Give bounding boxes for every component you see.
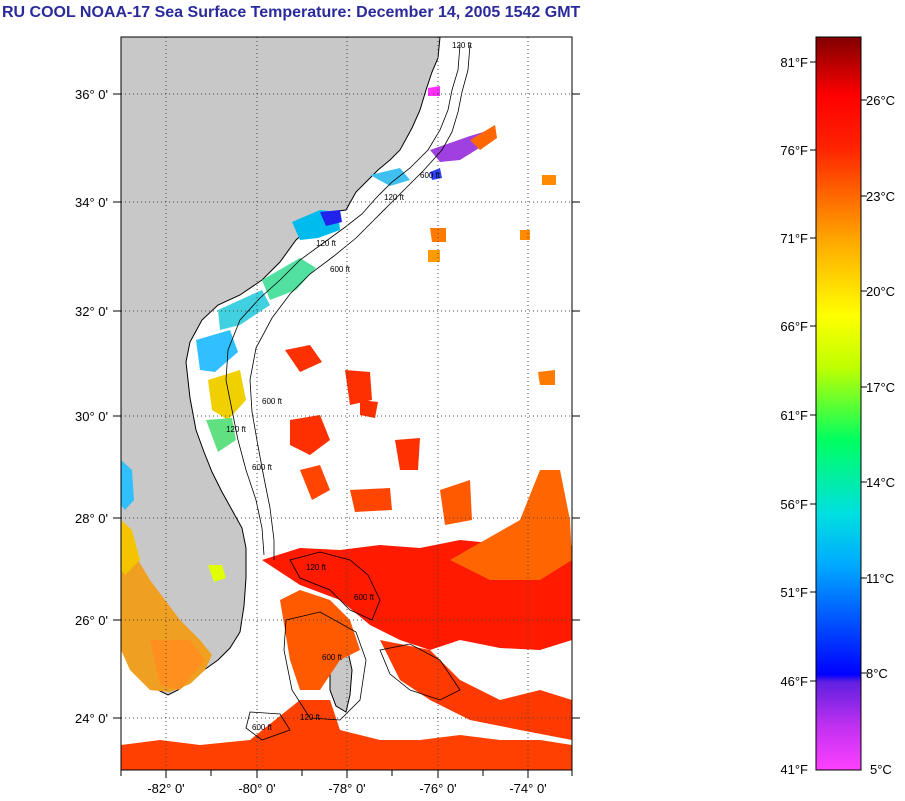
colorbar-celsius-labels: 26°C 23°C 20°C 17°C 14°C 11°C 8°C 5°C bbox=[866, 93, 895, 777]
colorbar-c-label: 26°C bbox=[866, 93, 895, 108]
lat-tick-label: 30° 0' bbox=[75, 409, 108, 424]
colorbar-f-label: 81°F bbox=[780, 55, 808, 70]
contour-label: 600 ft bbox=[354, 593, 375, 602]
lat-tick-labels: 36° 0' 34° 0' 32° 0' 30° 0' 28° 0' 26° 0… bbox=[75, 87, 108, 726]
contour-label: 600 ft bbox=[252, 723, 273, 732]
colorbar-f-label: 76°F bbox=[780, 143, 808, 158]
colorbar-f-label: 71°F bbox=[780, 231, 808, 246]
contour-label: 600 ft bbox=[262, 397, 283, 406]
colorbar-f-label: 56°F bbox=[780, 497, 808, 512]
contour-label: 600 ft bbox=[420, 171, 441, 180]
lat-tick-label: 28° 0' bbox=[75, 511, 108, 526]
lon-tick-label: -80° 0' bbox=[238, 781, 275, 796]
lat-tick-label: 36° 0' bbox=[75, 87, 108, 102]
contour-label: 600 ft bbox=[330, 265, 351, 274]
colorbar-c-label: 17°C bbox=[866, 380, 895, 395]
lon-tick-label: -76° 0' bbox=[419, 781, 456, 796]
colorbar-c-label: 20°C bbox=[866, 284, 895, 299]
colorbar-c-label: 5°C bbox=[870, 762, 892, 777]
lon-tick-label: -82° 0' bbox=[147, 781, 184, 796]
colorbar-c-label: 11°C bbox=[866, 571, 894, 586]
contour-label: 120 ft bbox=[300, 713, 321, 722]
colorbar-f-label: 41°F bbox=[780, 762, 808, 777]
lat-tick-label: 34° 0' bbox=[75, 195, 108, 210]
bathymetry-contours bbox=[225, 44, 471, 741]
colorbar-c-label: 8°C bbox=[866, 666, 888, 681]
contour-label: 120 ft bbox=[384, 193, 405, 202]
colorbar-f-label: 51°F bbox=[780, 585, 808, 600]
contour-label: 120 ft bbox=[452, 41, 473, 50]
colorbar: 81°F 76°F 71°F 66°F 61°F 56°F 51°F 46°F … bbox=[780, 36, 895, 777]
contour-label: 120 ft bbox=[306, 563, 327, 572]
contour-label: 600 ft bbox=[322, 653, 343, 662]
lat-tick-label: 26° 0' bbox=[75, 613, 108, 628]
colorbar-f-label: 61°F bbox=[780, 408, 808, 423]
lon-tick-labels: -82° 0' -80° 0' -78° 0' -76° 0' -74° 0' bbox=[147, 781, 546, 796]
colorbar-c-label: 14°C bbox=[866, 475, 895, 490]
page-title: RU COOL NOAA-17 Sea Surface Temperature:… bbox=[2, 4, 581, 21]
frame-ticks bbox=[113, 93, 580, 778]
colorbar-f-label: 66°F bbox=[780, 319, 808, 334]
contour-label: 120 ft bbox=[316, 239, 337, 248]
colorbar-scale bbox=[815, 36, 862, 771]
sst-data-patches bbox=[121, 86, 572, 770]
lat-tick-label: 32° 0' bbox=[75, 304, 108, 319]
colorbar-fahrenheit-labels: 81°F 76°F 71°F 66°F 61°F 56°F 51°F 46°F … bbox=[780, 55, 808, 777]
colorbar-c-label: 23°C bbox=[866, 189, 895, 204]
lon-tick-label: -78° 0' bbox=[328, 781, 365, 796]
contour-labels: 120 ft 600 ft 120 ft 600 ft 120 ft 600 f… bbox=[226, 41, 473, 732]
map-area: 120 ft 600 ft 120 ft 600 ft 120 ft 600 f… bbox=[121, 37, 572, 770]
lon-tick-label: -74° 0' bbox=[509, 781, 546, 796]
contour-label: 600 ft bbox=[252, 463, 273, 472]
colorbar-f-label: 46°F bbox=[780, 674, 808, 689]
contour-label: 120 ft bbox=[226, 425, 247, 434]
lat-tick-label: 24° 0' bbox=[75, 711, 108, 726]
